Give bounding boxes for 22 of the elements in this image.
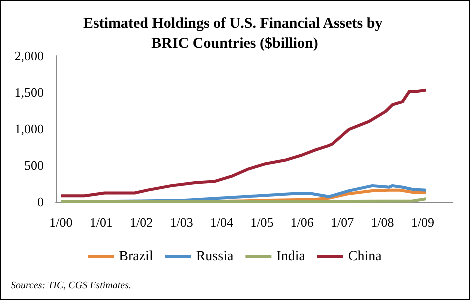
x-tick-label: 1/00 [50,215,73,230]
legend-label: India [276,250,306,264]
y-tick-label: 1,000 [14,122,44,136]
y-tick-label: 1,500 [14,85,44,100]
legend-label: China [348,250,383,264]
x-tick-label: 1/09 [411,215,435,230]
line-series [60,88,428,198]
y-tick-label: 0 [38,194,44,210]
x-tick-label: 1/01 [90,215,114,230]
legend-label: Brazil [119,250,154,264]
chart-title: Estimated Holdings of U.S. Financial Assets by BRIC Countries ($billion) [84,16,386,52]
x-tick-label: 1/05 [250,215,274,230]
y-tick-label: 500 [24,158,44,173]
x-tick-label: 1/08 [371,215,394,230]
y-tick-label: 2,000 [14,48,44,64]
source-note: Sources: TIC, CGS Estimates. [11,280,132,292]
x-tick-label: 1/04 [210,215,234,230]
x-tick-label: 1/07 [330,215,355,230]
x-tick-label: 1/06 [290,215,314,230]
legend-label: Russia [196,250,234,264]
x-tick-label: 1/03 [170,215,194,230]
x-tick-label: 1/02 [130,215,154,230]
